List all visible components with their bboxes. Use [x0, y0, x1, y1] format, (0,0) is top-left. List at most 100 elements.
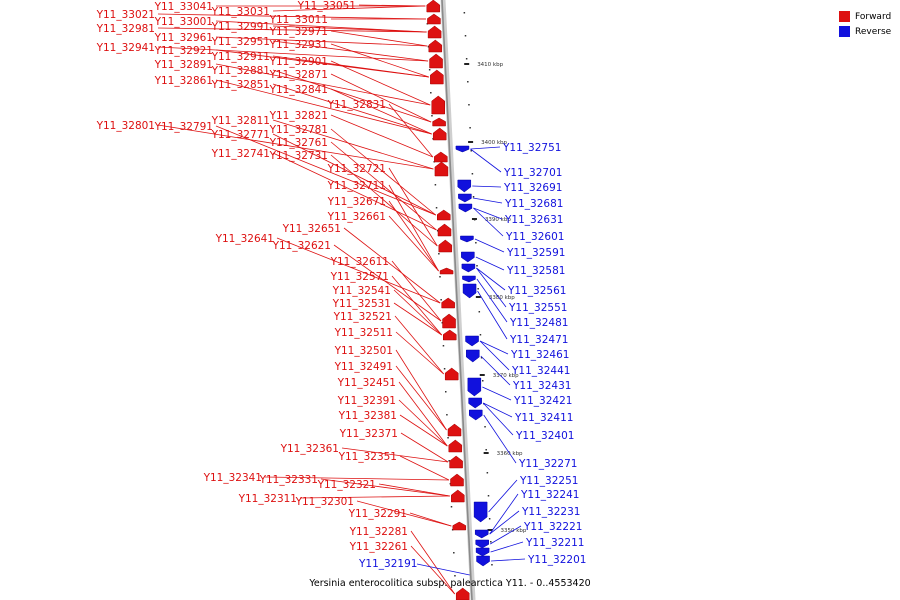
forward-gene-label: Y11_32971 [269, 26, 328, 38]
forward-gene-label: Y11_32781 [269, 124, 328, 136]
forward-gene-glyph [443, 329, 457, 341]
forward-leader-line [330, 60, 431, 106]
forward-leader-line [272, 5, 426, 12]
reverse-leader-line [489, 510, 520, 535]
tick-mark [475, 296, 481, 298]
position-dot [465, 58, 468, 60]
forward-gene-label: Y11_32451 [337, 377, 396, 389]
position-dot [431, 115, 433, 117]
reverse-gene-glyph [461, 263, 476, 273]
forward-leader-line [330, 114, 434, 158]
forward-gene-glyph [441, 297, 455, 309]
forward-gene-label: Y11_32281 [349, 526, 408, 538]
position-dot [440, 299, 442, 301]
forward-gene-label: Y11_33041 [154, 1, 213, 13]
reverse-gene-label: Y11_32441 [511, 365, 570, 377]
forward-gene-label: Y11_32521 [333, 311, 392, 323]
tick-mark [468, 141, 474, 143]
forward-gene-glyph [455, 587, 470, 600]
forward-leader-line [343, 227, 441, 304]
forward-gene-label: Y11_32361 [280, 443, 339, 455]
tick-label: 3370 kbp [493, 373, 519, 379]
forward-gene-label: Y11_32801 [96, 120, 155, 132]
reverse-leader-line [474, 238, 505, 253]
axis-shadow [440, 0, 476, 600]
tick-mark [471, 218, 477, 220]
forward-gene-label: Y11_32901 [269, 56, 328, 68]
forward-gene-label: Y11_32391 [337, 395, 396, 407]
forward-gene-glyph [432, 127, 447, 141]
position-dot [469, 127, 471, 129]
position-dot [468, 104, 470, 106]
tick-label: 3350 kbp [501, 528, 527, 534]
forward-gene-glyph [451, 489, 465, 503]
reverse-gene-label: Y11_32241 [520, 489, 579, 501]
reverse-leader-line [477, 290, 508, 340]
tick-mark [487, 529, 493, 531]
forward-gene-glyph [429, 53, 443, 69]
forward-gene-label: Y11_32911 [211, 51, 270, 63]
forward-leader-line [388, 215, 439, 272]
forward-leader-line [330, 30, 428, 47]
reverse-gene-glyph [460, 235, 474, 243]
forward-leader-line [215, 36, 428, 47]
reverse-leader-line [480, 355, 511, 386]
forward-gene-label: Y11_32331 [259, 474, 318, 486]
tick-label: 3380 kbp [489, 295, 515, 301]
reverse-gene-glyph [475, 547, 490, 557]
reverse-swatch [839, 26, 850, 37]
forward-gene-label: Y11_32371 [339, 428, 398, 440]
position-dot [477, 288, 479, 290]
reverse-gene-label: Y11_32251 [519, 475, 578, 487]
position-dot [467, 81, 469, 83]
reverse-gene-glyph [455, 145, 470, 153]
forward-gene-glyph [448, 439, 463, 453]
position-dot [435, 207, 438, 209]
reverse-gene-glyph [458, 203, 473, 213]
forward-gene-glyph [427, 13, 441, 25]
reverse-gene-glyph [457, 179, 472, 193]
forward-leader-line [215, 20, 427, 33]
position-dot [472, 196, 475, 198]
forward-swatch [839, 11, 850, 22]
forward-leader-line [388, 200, 439, 272]
tick-label: 3410 kbp [477, 62, 503, 68]
legend: Forward Reverse [839, 9, 891, 39]
forward-gene-label: Y11_33001 [154, 16, 213, 28]
forward-leader-line [409, 512, 452, 527]
reverse-gene-label: Y11_32471 [509, 334, 568, 346]
reverse-leader-line [472, 185, 502, 188]
forward-leader-line [215, 125, 436, 216]
forward-gene-glyph [427, 25, 442, 39]
forward-leader-line [333, 244, 442, 322]
position-dot [443, 368, 446, 370]
position-dot [490, 541, 492, 543]
reverse-gene-label: Y11_32271 [518, 458, 577, 470]
position-dot [463, 12, 466, 14]
reverse-gene-label: Y11_32481 [509, 317, 568, 329]
forward-gene-label: Y11_32961 [154, 32, 213, 44]
forward-gene-label: Y11_32741 [211, 148, 270, 160]
tick-mark [464, 63, 470, 65]
position-dot [450, 506, 453, 508]
forward-gene-label: Y11_32861 [154, 75, 213, 87]
forward-leader-line [330, 128, 437, 216]
forward-gene-label: Y11_32351 [338, 451, 397, 463]
reverse-gene-label: Y11_32551 [508, 302, 567, 314]
forward-gene-label: Y11_32541 [332, 285, 391, 297]
position-dot [491, 564, 493, 566]
forward-leader-line [320, 478, 450, 497]
reverse-leader-line [416, 563, 470, 576]
reverse-gene-glyph [475, 539, 489, 549]
position-dot [488, 518, 491, 520]
position-dot [436, 230, 439, 232]
forward-leader-line [399, 414, 448, 447]
forward-leader-line [394, 315, 445, 375]
forward-gene-label: Y11_32611 [330, 256, 389, 268]
reverse-gene-label: Y11_32411 [514, 412, 573, 424]
forward-gene-glyph [434, 161, 449, 177]
reverse-leader-line [472, 197, 503, 204]
chromosome-axis [441, 0, 473, 600]
forward-gene-label: Y11_32941 [96, 42, 155, 54]
reverse-leader-line [489, 525, 522, 545]
